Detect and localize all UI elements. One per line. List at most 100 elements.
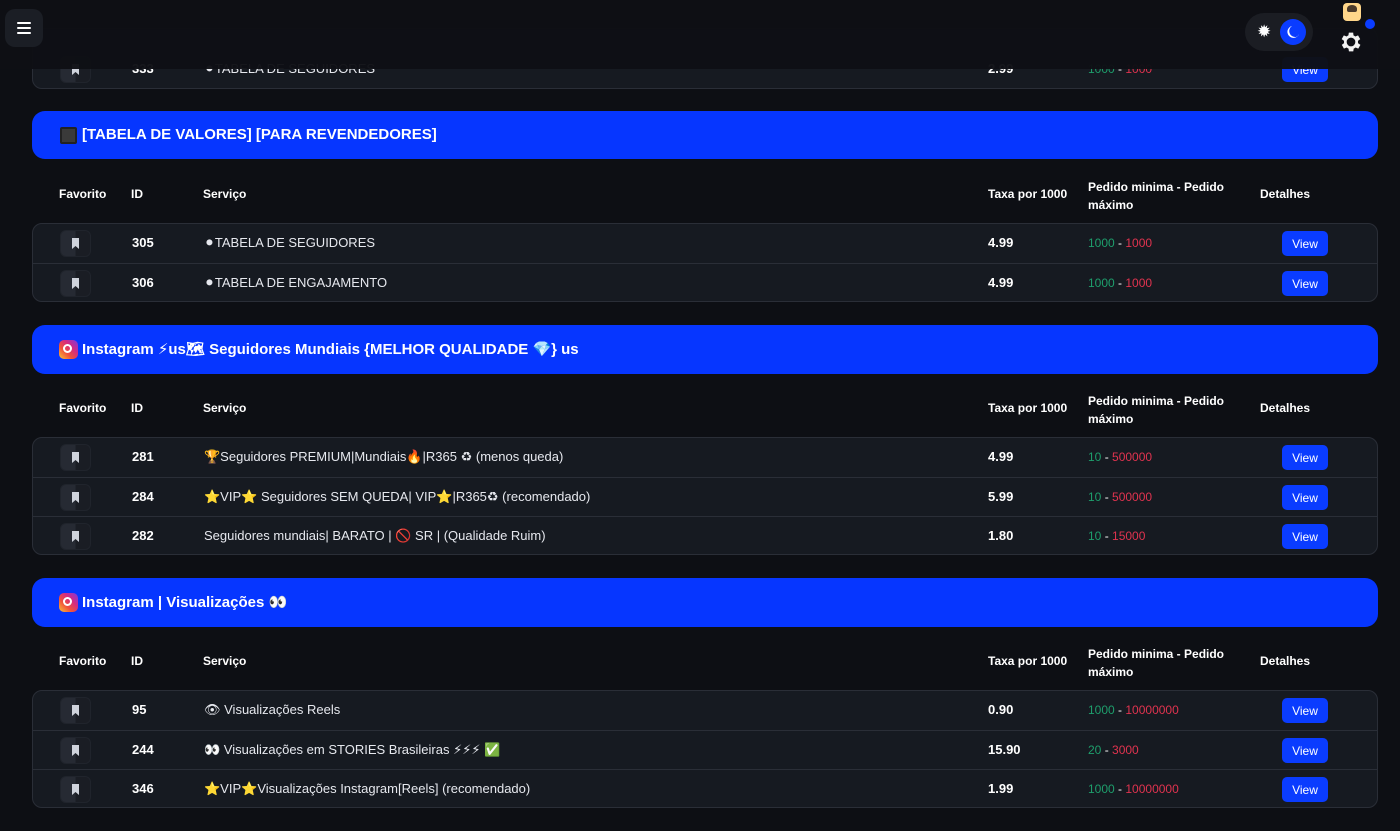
service-rate: 5.99 [988, 489, 1014, 504]
col-rate: Taxa por 1000 [988, 654, 1068, 668]
favorite-button[interactable] [60, 484, 91, 511]
service-id: 282 [132, 528, 154, 543]
category-title: Instagram ⚡us🗺 Seguidores Mundiais {MELH… [82, 341, 579, 358]
gear-icon[interactable] [1338, 29, 1364, 55]
bookmark-icon [72, 531, 79, 542]
top-bar: ✹ [0, 0, 1400, 69]
favorite-button[interactable] [60, 776, 91, 803]
service-id: 244 [132, 742, 154, 757]
table-row: 281 🏆Seguidores PREMIUM|Mundiais🔥|R365 ♻… [33, 438, 1377, 477]
col-details: Detalhes [1260, 654, 1311, 668]
view-button[interactable]: View [1282, 698, 1328, 723]
col-rate: Taxa por 1000 [988, 187, 1068, 201]
bookmark-icon [72, 452, 79, 463]
min-max: 1000 - 10000000 [1088, 703, 1179, 717]
table-header: Favorito ID Serviço Taxa por 1000 Pedido… [32, 637, 1378, 687]
service-name: ⚫TABELA DE SEGUIDORES [204, 235, 376, 250]
category-banner: [TABELA DE VALORES] [PARA REVENDEDORES] [32, 111, 1378, 159]
instagram-icon [59, 340, 78, 359]
favorite-button[interactable] [60, 230, 91, 257]
table-row: 284 ⭐VIP⭐ Seguidores SEM QUEDA| VIP⭐|R36… [33, 477, 1377, 516]
service-rate: 1.99 [988, 781, 1014, 796]
service-id: 281 [132, 449, 154, 464]
favorite-button[interactable] [60, 444, 91, 471]
view-button[interactable]: View [1282, 485, 1328, 510]
service-rate: 0.90 [988, 702, 1014, 717]
view-button[interactable]: View [1282, 445, 1328, 470]
view-button[interactable]: View [1282, 738, 1328, 763]
service-id: 306 [132, 275, 154, 290]
table-row: 282 Seguidores mundiais| BARATO | 🚫 SR |… [33, 516, 1377, 554]
col-favorite: Favorito [59, 401, 107, 415]
category-banner: Instagram | Visualizações 👀 [32, 578, 1378, 627]
col-service: Serviço [203, 187, 247, 201]
col-minmax: Pedido minima - Pedido máximo [1088, 647, 1225, 679]
hamburger-icon [17, 22, 31, 34]
avatar-icon[interactable] [1343, 3, 1361, 21]
bookmark-icon [72, 745, 79, 756]
service-rate: 15.90 [988, 742, 1021, 757]
table-row: 305 ⚫TABELA DE SEGUIDORES 4.99 1000 - 10… [33, 224, 1377, 263]
bookmark-icon [72, 238, 79, 249]
notification-badge [1365, 19, 1375, 29]
favorite-button[interactable] [60, 737, 91, 764]
col-details: Detalhes [1260, 401, 1311, 415]
col-rate: Taxa por 1000 [988, 401, 1068, 415]
table-row: 346 ⭐VIP⭐Visualizações Instagram[Reels] … [33, 769, 1377, 807]
service-name: ⚫TABELA DE ENGAJAMENTO [204, 275, 388, 290]
col-service: Serviço [203, 401, 247, 415]
bookmark-icon [72, 492, 79, 503]
service-name: 👀 Visualizações em STORIES Brasileiras ⚡… [204, 742, 501, 757]
col-details: Detalhes [1260, 187, 1311, 201]
col-id: ID [131, 654, 143, 668]
table-row: 306 ⚫TABELA DE ENGAJAMENTO 4.99 1000 - 1… [33, 263, 1377, 301]
col-service: Serviço [203, 654, 247, 668]
menu-button[interactable] [5, 9, 43, 47]
service-id: 95 [132, 702, 147, 717]
service-table: 305 ⚫TABELA DE SEGUIDORES 4.99 1000 - 10… [32, 223, 1378, 302]
service-rate: 4.99 [988, 275, 1014, 290]
min-max: 10 - 500000 [1088, 450, 1153, 464]
service-id: 305 [132, 235, 154, 250]
service-rate: 4.99 [988, 449, 1014, 464]
min-max: 1000 - 1000 [1088, 236, 1153, 250]
view-button[interactable]: View [1282, 231, 1328, 256]
col-favorite: Favorito [59, 187, 107, 201]
black-square-icon [60, 127, 77, 144]
service-table: 281 🏆Seguidores PREMIUM|Mundiais🔥|R365 ♻… [32, 437, 1378, 555]
min-max: 1000 - 10000000 [1088, 782, 1179, 796]
bookmark-icon [72, 278, 79, 289]
service-rate: 4.99 [988, 235, 1014, 250]
service-table: 95 👁 Visualizações Reels 0.90 1000 - 100… [32, 690, 1378, 808]
min-max: 1000 - 1000 [1088, 276, 1153, 290]
instagram-icon [59, 593, 78, 612]
service-name: 🏆Seguidores PREMIUM|Mundiais🔥|R365 ♻ (me… [204, 449, 564, 464]
col-minmax: Pedido minima - Pedido máximo [1088, 394, 1225, 426]
favorite-button[interactable] [60, 697, 91, 724]
min-max: 20 - 3000 [1088, 743, 1139, 757]
view-button[interactable]: View [1282, 271, 1328, 296]
service-name: Seguidores mundiais| BARATO | 🚫 SR | (Qu… [204, 528, 546, 543]
category-title: [TABELA DE VALORES] [PARA REVENDEDORES] [82, 126, 437, 143]
category-banner: Instagram ⚡us🗺 Seguidores Mundiais {MELH… [32, 325, 1378, 374]
sun-icon: ✹ [1257, 22, 1272, 41]
table-header: Favorito ID Serviço Taxa por 1000 Pedido… [32, 384, 1378, 434]
service-id: 346 [132, 781, 154, 796]
col-id: ID [131, 401, 143, 415]
bookmark-icon [72, 784, 79, 795]
service-rate: 1.80 [988, 528, 1014, 543]
theme-toggle[interactable]: ✹ [1245, 13, 1313, 51]
service-name: 👁 Visualizações Reels [204, 702, 341, 717]
service-name: ⭐VIP⭐Visualizações Instagram[Reels] (rec… [204, 781, 531, 796]
table-row: 244 👀 Visualizações em STORIES Brasileir… [33, 730, 1377, 769]
view-button[interactable]: View [1282, 777, 1328, 802]
min-max: 10 - 15000 [1088, 529, 1146, 543]
favorite-button[interactable] [60, 523, 91, 550]
service-name: ⭐VIP⭐ Seguidores SEM QUEDA| VIP⭐|R365♻ (… [204, 489, 591, 504]
service-id: 284 [132, 489, 154, 504]
view-button[interactable]: View [1282, 524, 1328, 549]
min-max: 10 - 500000 [1088, 490, 1153, 504]
bookmark-icon [72, 705, 79, 716]
favorite-button[interactable] [60, 270, 91, 297]
col-minmax: Pedido minima - Pedido máximo [1088, 180, 1225, 212]
